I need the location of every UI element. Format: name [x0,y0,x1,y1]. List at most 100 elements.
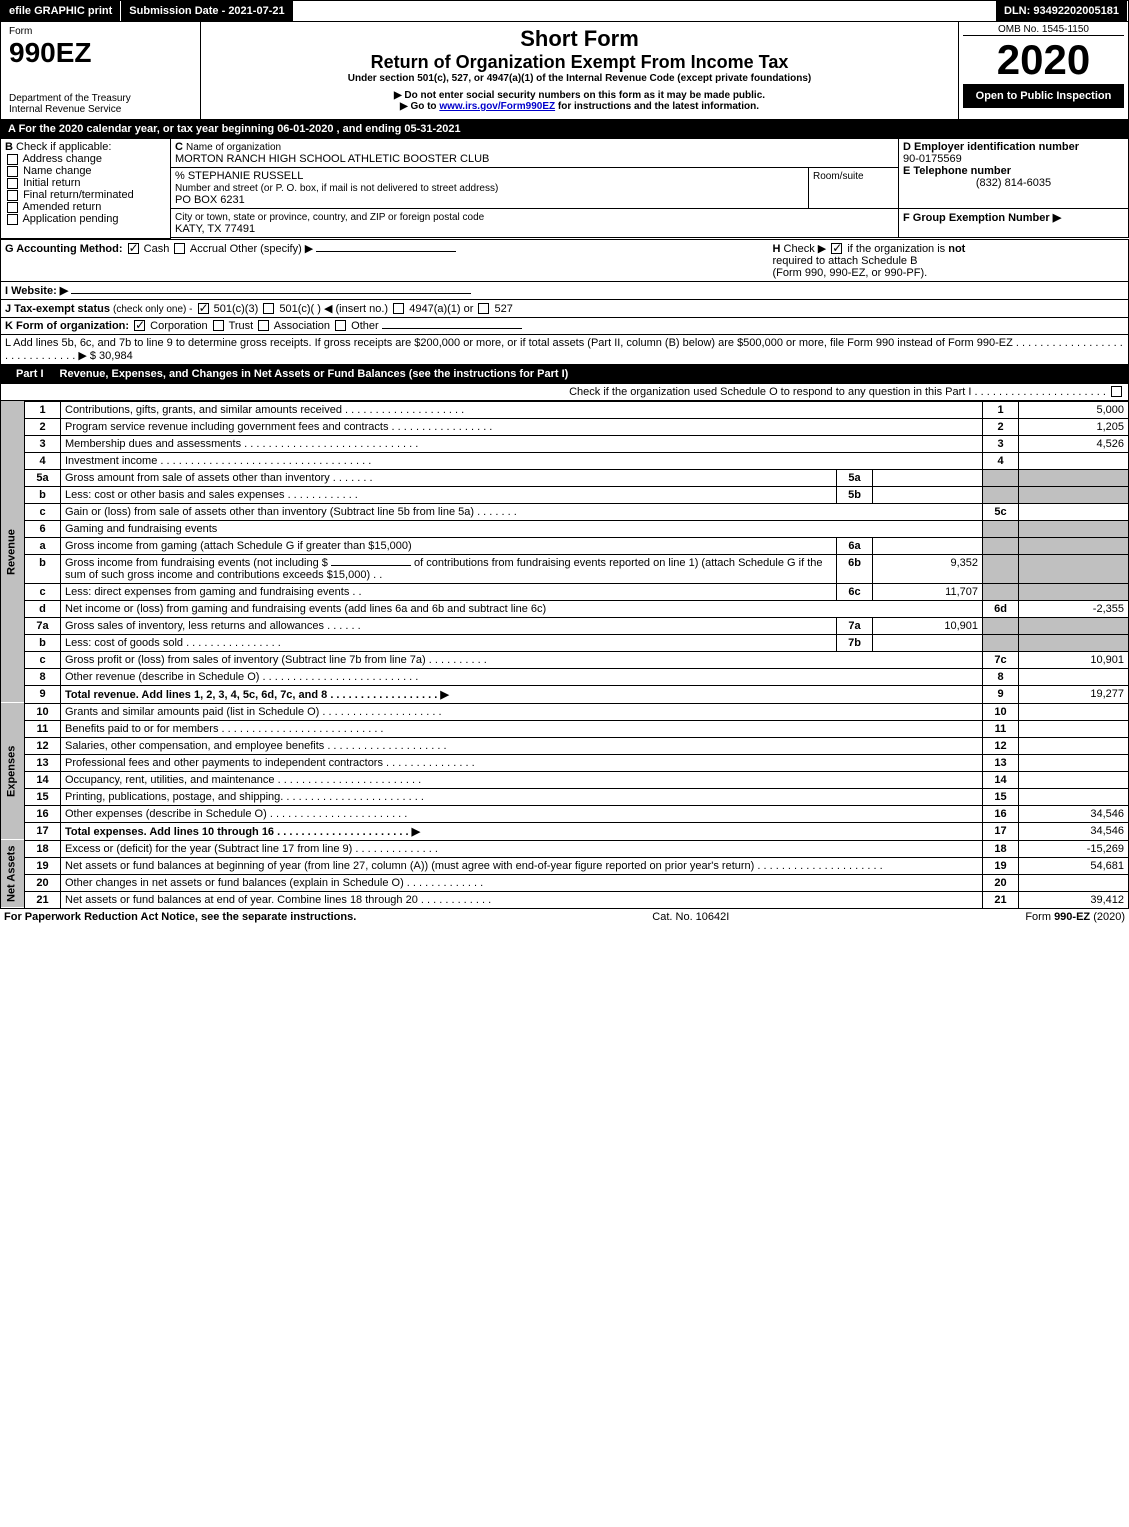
j-opt-1: 501(c)( ) ◀ (insert no.) [279,303,388,315]
dln: DLN: 93492202005181 [996,1,1128,21]
ln7a-sub: 7a [837,617,873,634]
ln16-desc: Other expenses (describe in Schedule O) … [61,805,983,822]
ln19-desc: Net assets or fund balances at beginning… [61,857,983,874]
submission-date: Submission Date - 2021-07-21 [121,1,293,21]
cb-accrual[interactable] [174,243,185,254]
cb-application-pending[interactable] [7,214,18,225]
ln5b-sub: 5b [837,486,873,503]
k-opt-2: Association [274,320,330,332]
ln6b-subamt: 9,352 [873,554,983,583]
j-opt-3: 527 [495,303,513,315]
h-not: not [948,243,965,255]
cb-initial-return[interactable] [7,178,18,189]
cb-527[interactable] [478,303,489,314]
ln7b-subamt [873,634,983,651]
h-text3: required to attach Schedule B [773,255,918,267]
city-label: City or town, state or province, country… [175,212,484,223]
cb-part1-scho[interactable] [1111,386,1122,397]
ln12-desc: Salaries, other compensation, and employ… [61,737,983,754]
ln6d-amt: -2,355 [1019,600,1129,617]
ln17-num: 17 [983,822,1019,840]
irs-link[interactable]: www.irs.gov/Form990EZ [439,101,555,112]
cb-corp[interactable] [134,320,145,331]
ln19-amt: 54,681 [1019,857,1129,874]
cb-h[interactable] [831,243,842,254]
ln7c-desc: Gross profit or (loss) from sales of inv… [61,651,983,668]
ln4-desc: Investment income . . . . . . . . . . . … [61,452,983,469]
city-state-zip: KATY, TX 77491 [175,223,255,235]
period-bar: A For the 2020 calendar year, or tax yea… [0,120,1129,138]
ln2-amt: 1,205 [1019,418,1129,435]
b-opt-1: Name change [23,165,92,177]
j-label: J Tax-exempt status [5,303,110,315]
ln1-num: 1 [983,401,1019,418]
ln7c-amt: 10,901 [1019,651,1129,668]
ln13-amt [1019,754,1129,771]
ln6a-desc: Gross income from gaming (attach Schedul… [61,537,837,554]
ln5c-desc: Gain or (loss) from sale of assets other… [61,503,983,520]
ln8-num: 8 [983,668,1019,685]
ln14-num: 14 [983,771,1019,788]
cb-4947[interactable] [393,303,404,314]
ln12-num: 12 [983,737,1019,754]
ln6d-desc: Net income or (loss) from gaming and fun… [61,600,983,617]
f-label: F Group Exemption Number ▶ [903,212,1061,224]
cb-trust[interactable] [213,320,224,331]
efile-button[interactable]: efile GRAPHIC print [1,1,121,21]
cb-k-other[interactable] [335,320,346,331]
cb-final-return[interactable] [7,190,18,201]
j-opt-2: 4947(a)(1) or [409,303,473,315]
ln2-num: 2 [983,418,1019,435]
cb-assoc[interactable] [258,320,269,331]
footer-right-form: 990-EZ [1054,911,1090,923]
ln20-amt [1019,874,1129,891]
dept-treasury: Department of the Treasury [9,93,192,104]
b-check-label: Check if applicable: [16,141,111,153]
irs: Internal Revenue Service [9,104,192,115]
cb-cash[interactable] [128,243,139,254]
c-name-label: Name of organization [186,142,281,153]
ln15-num: 15 [983,788,1019,805]
footer-left: For Paperwork Reduction Act Notice, see … [4,911,356,923]
i-label: I Website: ▶ [5,285,68,297]
ln9-desc: Total revenue. Add lines 1, 2, 3, 4, 5c,… [61,685,983,703]
cb-amended-return[interactable] [7,202,18,213]
footer-right: Form 990-EZ (2020) [1025,911,1125,923]
b-opt-4: Amended return [22,201,101,213]
phone: (832) 814-6035 [903,177,1124,189]
ln18-desc: Excess or (deficit) for the year (Subtra… [61,840,983,857]
ln14-desc: Occupancy, rent, utilities, and maintena… [61,771,983,788]
ln11-desc: Benefits paid to or for members . . . . … [61,720,983,737]
footer-right-pre: Form [1025,911,1054,923]
ln14-amt [1019,771,1129,788]
omb: OMB No. 1545-1150 [963,24,1124,36]
k-opt-1: Trust [229,320,254,332]
k-opt-0: Corporation [150,320,207,332]
cb-501c3[interactable] [198,303,209,314]
ln1-desc: Contributions, gifts, grants, and simila… [61,401,983,418]
ln15-amt [1019,788,1129,805]
b-label: B [5,141,13,153]
ln21-num: 21 [983,891,1019,908]
part1-checkline: Check if the organization used Schedule … [0,383,1129,401]
ln6d-num: 6d [983,600,1019,617]
part1-table: Revenue 1 Contributions, gifts, grants, … [0,401,1129,909]
cb-501c[interactable] [263,303,274,314]
ln10-desc: Grants and similar amounts paid (list in… [61,703,983,720]
ln6a-subamt [873,537,983,554]
title-return: Return of Organization Exempt From Incom… [205,52,954,73]
k-opt-3: Other [351,320,379,332]
ln8-amt [1019,668,1129,685]
cb-name-change[interactable] [7,166,18,177]
b-opt-5: Application pending [22,213,118,225]
footer-mid: Cat. No. 10642I [652,911,729,923]
form-word: Form [9,26,192,37]
c-label: C [175,141,183,153]
ln6b-pre: Gross income from fundraising events (no… [65,557,328,569]
ln20-num: 20 [983,874,1019,891]
ln5a-sub: 5a [837,469,873,486]
ln16-amt: 34,546 [1019,805,1129,822]
ln8-desc: Other revenue (describe in Schedule O) .… [61,668,983,685]
cb-address-change[interactable] [7,154,18,165]
po-box: PO BOX 6231 [175,194,245,206]
